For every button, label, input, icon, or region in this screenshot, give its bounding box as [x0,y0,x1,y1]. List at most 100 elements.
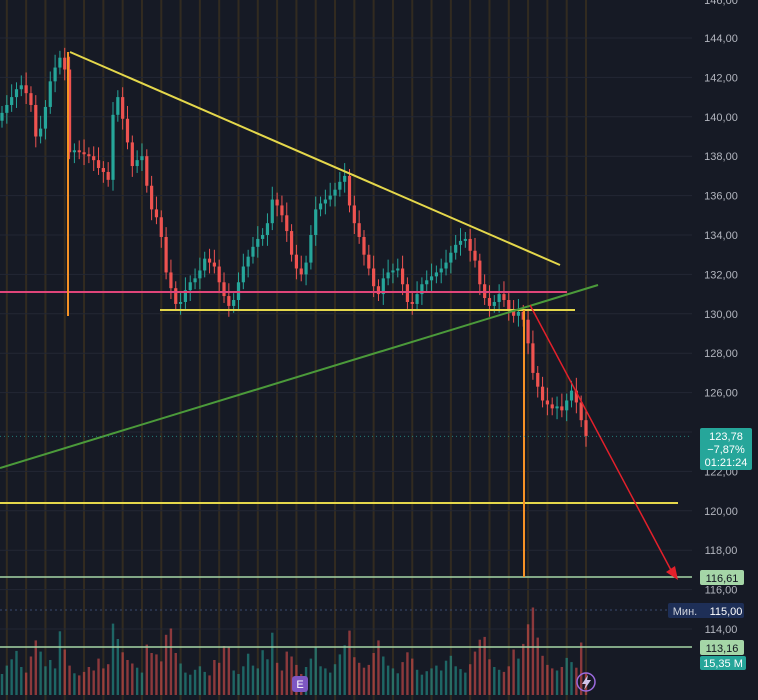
candle [314,196,318,246]
axis-tick: 118,00 [705,545,738,557]
candle-body [154,209,159,218]
volume-bar [82,671,86,695]
current-price-tag-text: 01:21:24 [705,457,748,469]
candle [150,175,154,221]
candle-body [140,156,144,161]
candle [92,146,96,171]
candle [125,105,130,150]
volume-bar [333,664,337,695]
candle [10,84,14,112]
target-price-tag-text: 116,61 [706,573,739,585]
candle-body [285,215,289,232]
candle [357,210,361,244]
candle-body [29,93,33,105]
candle-body [101,168,105,172]
candle [203,251,207,278]
candle-body [183,290,188,302]
candle-body [111,114,115,180]
candle [227,283,231,317]
candle [352,195,356,235]
candle [468,229,472,262]
candlesticks[interactable] [0,47,588,447]
session-column [198,0,201,700]
candle [343,163,347,193]
session-column [179,0,182,700]
candle-body [246,256,250,267]
candle-body [275,199,279,206]
volume-bar [290,656,293,695]
candle-body [125,118,130,143]
drawing-tools[interactable] [0,51,692,648]
candle [405,277,410,309]
candle-body [145,156,149,186]
candle [145,149,149,193]
candle [550,397,554,416]
volume-bar [478,639,482,695]
min-price-label: Мин. [673,606,697,618]
candle-body [584,420,588,436]
candle-body [492,301,496,306]
volume-bar [169,628,173,695]
axis-tick: 114,00 [705,624,738,636]
volume-bar [449,655,453,695]
candle [333,182,337,207]
candle-body [458,240,463,245]
candle [545,387,549,416]
candle [425,270,429,292]
candle [43,100,48,140]
candle [507,293,511,321]
candle [58,50,62,75]
candle-body [545,400,549,405]
axis-tick: 132,00 [704,269,738,281]
current-price-tag-text: −7,87% [707,444,745,456]
candle [159,210,163,248]
volume-bar [502,671,506,695]
descending-trendline [69,51,561,266]
axis-tick: 140,00 [704,112,738,124]
candle-body [280,205,284,216]
axis-tick: 120,00 [704,506,738,518]
candle [256,226,260,258]
candle-body [439,268,443,273]
candle-body [19,85,23,90]
volume-bar [565,657,568,695]
earnings-event-badge-text: E [296,679,303,691]
candle-body [444,262,448,269]
lower-line-tag [700,640,744,655]
candle-body [58,57,62,68]
candle [487,285,492,317]
candle-body [178,301,183,304]
volume-bar [271,632,274,695]
axis-tick: 128,00 [704,348,738,360]
volume-bar [24,672,28,695]
candle-body [555,406,559,409]
candle-body [82,152,86,155]
axis-tick: 116,00 [705,585,738,597]
volume-bar [517,658,520,695]
volume-bar [150,653,153,695]
candle [72,143,76,164]
session-column [121,0,124,700]
volume-bar [377,640,380,695]
candle [434,265,438,284]
candle-body [106,171,110,180]
candle-body [429,276,434,281]
candle-body [396,268,400,271]
volume-bar [328,672,332,695]
candle-body [328,195,332,200]
candle-body [87,154,91,157]
candle-body [304,262,308,275]
volume-bar [203,671,206,695]
candle-body [473,250,477,261]
candle [222,272,226,303]
candle [183,277,188,309]
candle [270,186,274,231]
volume-bar [102,668,105,695]
session-column [430,0,433,700]
candle [415,281,419,311]
candle [362,230,366,266]
session-column [140,0,143,700]
price-tags: 123,78−7,87%01:21:24 116,61 Мин. 115,00 113,… [0,428,752,692]
volume-bar [411,658,414,695]
